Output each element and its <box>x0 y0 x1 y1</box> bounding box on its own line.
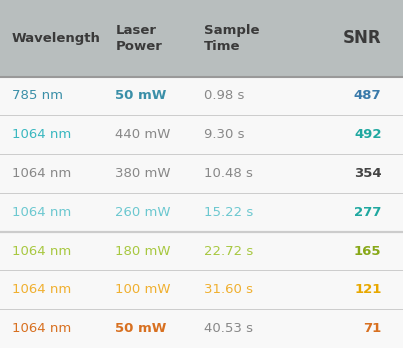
Bar <box>0 0 403 77</box>
Text: 15.22 s: 15.22 s <box>204 206 253 219</box>
Text: Laser
Power: Laser Power <box>115 24 162 53</box>
Text: 50 mW: 50 mW <box>115 322 167 335</box>
Text: 1064 nm: 1064 nm <box>12 167 71 180</box>
Text: 1064 nm: 1064 nm <box>12 283 71 296</box>
Text: 1064 nm: 1064 nm <box>12 245 71 258</box>
Text: 1064 nm: 1064 nm <box>12 322 71 335</box>
Text: 492: 492 <box>354 128 381 141</box>
Text: 50 mW: 50 mW <box>115 89 167 102</box>
Text: 40.53 s: 40.53 s <box>204 322 253 335</box>
Text: 71: 71 <box>363 322 381 335</box>
Text: 785 nm: 785 nm <box>12 89 63 102</box>
Text: Wavelength: Wavelength <box>12 32 101 45</box>
Text: 9.30 s: 9.30 s <box>204 128 244 141</box>
Text: 1064 nm: 1064 nm <box>12 206 71 219</box>
Text: 1064 nm: 1064 nm <box>12 128 71 141</box>
Text: 10.48 s: 10.48 s <box>204 167 252 180</box>
Text: 440 mW: 440 mW <box>115 128 171 141</box>
Text: 277: 277 <box>354 206 381 219</box>
Text: Sample
Time: Sample Time <box>204 24 259 53</box>
Text: 260 mW: 260 mW <box>115 206 171 219</box>
Text: 31.60 s: 31.60 s <box>204 283 253 296</box>
Text: 354: 354 <box>354 167 381 180</box>
Text: 0.98 s: 0.98 s <box>204 89 244 102</box>
Text: 180 mW: 180 mW <box>115 245 171 258</box>
Text: 165: 165 <box>354 245 381 258</box>
Text: 100 mW: 100 mW <box>115 283 171 296</box>
Text: SNR: SNR <box>343 29 381 47</box>
Text: 380 mW: 380 mW <box>115 167 171 180</box>
Text: 22.72 s: 22.72 s <box>204 245 253 258</box>
Text: 121: 121 <box>354 283 381 296</box>
Text: 487: 487 <box>354 89 381 102</box>
